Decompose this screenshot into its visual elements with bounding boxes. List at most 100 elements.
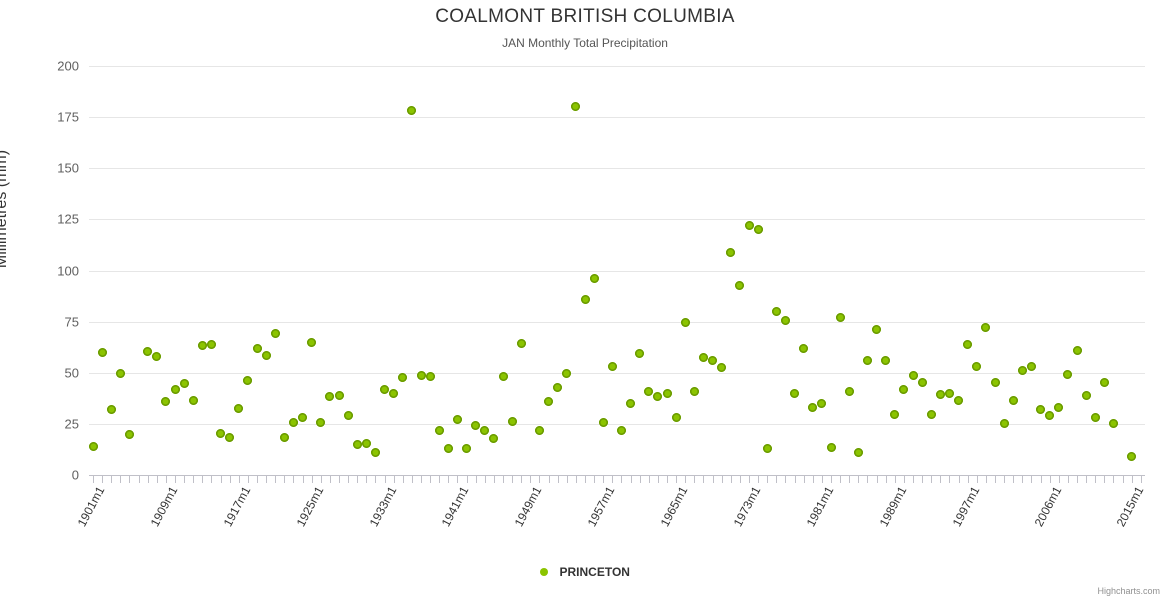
data-point[interactable] (307, 337, 317, 347)
data-point[interactable] (243, 376, 253, 386)
data-point[interactable] (115, 369, 125, 379)
data-point[interactable] (206, 339, 216, 349)
data-point[interactable] (799, 343, 809, 353)
data-point[interactable] (963, 339, 973, 349)
data-point[interactable] (462, 443, 472, 453)
data-point[interactable] (425, 372, 435, 382)
data-point[interactable] (689, 386, 699, 396)
data-point[interactable] (1090, 413, 1100, 423)
data-point[interactable] (708, 355, 718, 365)
data-point[interactable] (298, 413, 308, 423)
data-point[interactable] (735, 281, 745, 291)
data-point[interactable] (771, 306, 781, 316)
data-point[interactable] (862, 355, 872, 365)
data-point[interactable] (288, 418, 298, 428)
data-point[interactable] (1081, 390, 1091, 400)
data-point[interactable] (1127, 452, 1137, 462)
data-point[interactable] (1045, 411, 1055, 421)
data-point[interactable] (152, 351, 162, 361)
data-point[interactable] (671, 413, 681, 423)
data-point[interactable] (780, 316, 790, 326)
data-point[interactable] (653, 391, 663, 401)
data-point[interactable] (170, 384, 180, 394)
data-point[interactable] (698, 352, 708, 362)
data-point[interactable] (516, 338, 526, 348)
data-point[interactable] (179, 379, 189, 389)
data-point[interactable] (571, 102, 581, 112)
data-point[interactable] (607, 362, 617, 372)
data-point[interactable] (88, 441, 98, 451)
data-point[interactable] (853, 448, 863, 457)
data-point[interactable] (352, 439, 362, 449)
data-point[interactable] (1108, 419, 1118, 429)
data-point[interactable] (316, 418, 326, 428)
data-point[interactable] (343, 411, 353, 421)
data-point[interactable] (489, 433, 499, 443)
data-point[interactable] (589, 274, 599, 284)
data-point[interactable] (498, 372, 508, 382)
data-point[interactable] (143, 346, 153, 356)
data-point[interactable] (234, 404, 244, 414)
data-point[interactable] (398, 373, 408, 383)
data-point[interactable] (981, 323, 991, 333)
data-point[interactable] (553, 382, 563, 392)
data-point[interactable] (507, 417, 517, 427)
data-point[interactable] (644, 386, 654, 396)
data-point[interactable] (872, 325, 882, 335)
data-point[interactable] (908, 371, 918, 381)
data-point[interactable] (935, 389, 945, 399)
data-point[interactable] (954, 395, 964, 405)
data-point[interactable] (443, 443, 453, 453)
data-point[interactable] (808, 403, 818, 412)
data-point[interactable] (361, 438, 371, 448)
legend-item-princeton[interactable]: PRINCETON (540, 563, 630, 581)
data-point[interactable] (1008, 395, 1018, 405)
data-point[interactable] (762, 443, 772, 453)
data-point[interactable] (1026, 362, 1036, 372)
data-point[interactable] (334, 390, 344, 400)
data-point[interactable] (917, 378, 927, 388)
data-point[interactable] (380, 384, 390, 394)
data-point[interactable] (188, 395, 198, 405)
data-point[interactable] (790, 388, 800, 398)
data-point[interactable] (225, 432, 235, 442)
data-point[interactable] (270, 329, 280, 339)
data-point[interactable] (1054, 403, 1064, 412)
data-point[interactable] (325, 391, 335, 401)
data-point[interactable] (1036, 405, 1046, 415)
data-point[interactable] (835, 313, 845, 323)
data-point[interactable] (562, 369, 572, 379)
data-point[interactable] (216, 428, 226, 438)
data-point[interactable] (534, 425, 544, 435)
data-point[interactable] (717, 363, 727, 373)
data-point[interactable] (662, 388, 672, 398)
data-point[interactable] (726, 247, 736, 257)
data-point[interactable] (753, 225, 763, 235)
data-point[interactable] (1072, 345, 1082, 355)
data-point[interactable] (1099, 378, 1109, 388)
data-point[interactable] (881, 355, 891, 365)
data-point[interactable] (635, 348, 645, 358)
data-point[interactable] (480, 425, 490, 435)
data-point[interactable] (899, 384, 909, 394)
data-point[interactable] (616, 425, 626, 435)
data-point[interactable] (161, 396, 171, 406)
data-point[interactable] (972, 362, 982, 372)
data-point[interactable] (744, 221, 754, 230)
data-point[interactable] (407, 106, 417, 116)
data-point[interactable] (598, 418, 608, 428)
data-point[interactable] (261, 350, 271, 360)
data-point[interactable] (106, 405, 116, 415)
data-point[interactable] (999, 419, 1009, 429)
data-point[interactable] (1017, 366, 1027, 376)
data-point[interactable] (389, 388, 399, 398)
data-point[interactable] (97, 347, 107, 357)
data-point[interactable] (197, 340, 207, 350)
data-point[interactable] (370, 448, 380, 457)
data-point[interactable] (471, 421, 481, 431)
data-point[interactable] (680, 318, 690, 328)
data-point[interactable] (844, 386, 854, 396)
data-point[interactable] (252, 343, 262, 353)
data-point[interactable] (890, 410, 900, 420)
data-point[interactable] (1063, 370, 1073, 380)
